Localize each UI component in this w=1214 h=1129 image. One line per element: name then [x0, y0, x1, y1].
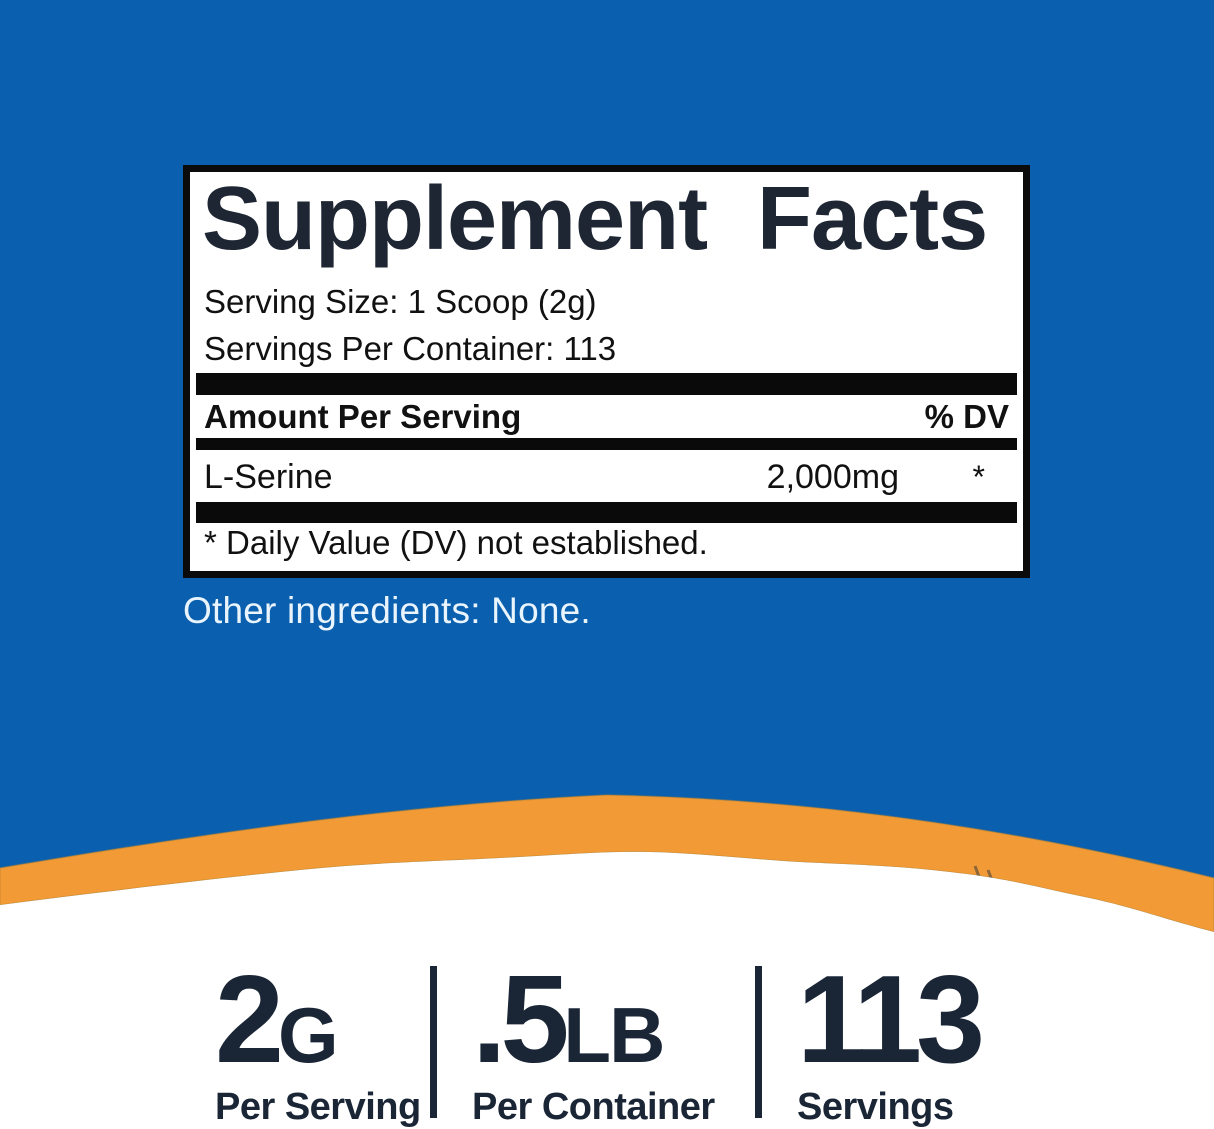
- stat-value: 113: [797, 951, 985, 1089]
- servings-per-container-line: Servings Per Container: 113: [204, 330, 617, 368]
- stat-servings-label: Servings: [797, 1086, 954, 1128]
- stat-unit: LB: [563, 991, 665, 1079]
- stat-divider: [430, 966, 437, 1118]
- stat-per-container-value: .5LB: [472, 958, 715, 1082]
- stat-per-serving-value: 2G: [215, 958, 421, 1082]
- other-ingredients-text: Other ingredients: None.: [183, 590, 591, 631]
- amount-header-row: Amount Per Serving % DV: [204, 396, 1009, 438]
- supplement-facts-panel: Supplement Facts Serving Size: 1 Scoop (…: [183, 165, 1030, 578]
- stat-per-container-label: Per Container: [472, 1086, 715, 1128]
- wave-white-area: [0, 851, 1214, 1023]
- separator-bar-thick-bottom: [196, 502, 1017, 523]
- dv-footnote: * Daily Value (DV) not established.: [204, 524, 708, 561]
- percent-dv-header: % DV: [924, 398, 1009, 435]
- stat-value: 2: [215, 951, 284, 1089]
- serving-info: Serving Size: 1 Scoop (2g) Servings Per …: [204, 278, 1009, 372]
- stat-value: .5: [472, 951, 569, 1089]
- ingredient-name: L-Serine: [204, 457, 333, 496]
- ingredient-dv-asterisk: *: [972, 458, 985, 495]
- stat-per-serving: 2G Per Serving: [215, 958, 421, 1129]
- stat-divider: [755, 966, 762, 1118]
- stat-unit: G: [277, 991, 339, 1079]
- orange-wave: [0, 794, 1214, 1023]
- ingredient-amount: 2,000mg: [766, 457, 899, 496]
- stat-per-serving-label: Per Serving: [215, 1086, 421, 1128]
- separator-bar-thin: [196, 438, 1017, 450]
- separator-bar-thick-top: [196, 373, 1017, 395]
- ingredient-row: L-Serine 2,000mg *: [204, 452, 1009, 502]
- stat-per-container: .5LB Per Container: [472, 958, 715, 1129]
- supplement-facts-title: Supplement Facts: [202, 169, 988, 269]
- amount-per-serving-header: Amount Per Serving: [204, 398, 522, 435]
- supplement-facts-content: Supplement Facts Serving Size: 1 Scoop (…: [190, 172, 1023, 571]
- stat-servings: 113 Servings: [797, 958, 985, 1129]
- stat-servings-value: 113: [797, 958, 985, 1082]
- serving-size-line: Serving Size: 1 Scoop (2g): [204, 283, 597, 320]
